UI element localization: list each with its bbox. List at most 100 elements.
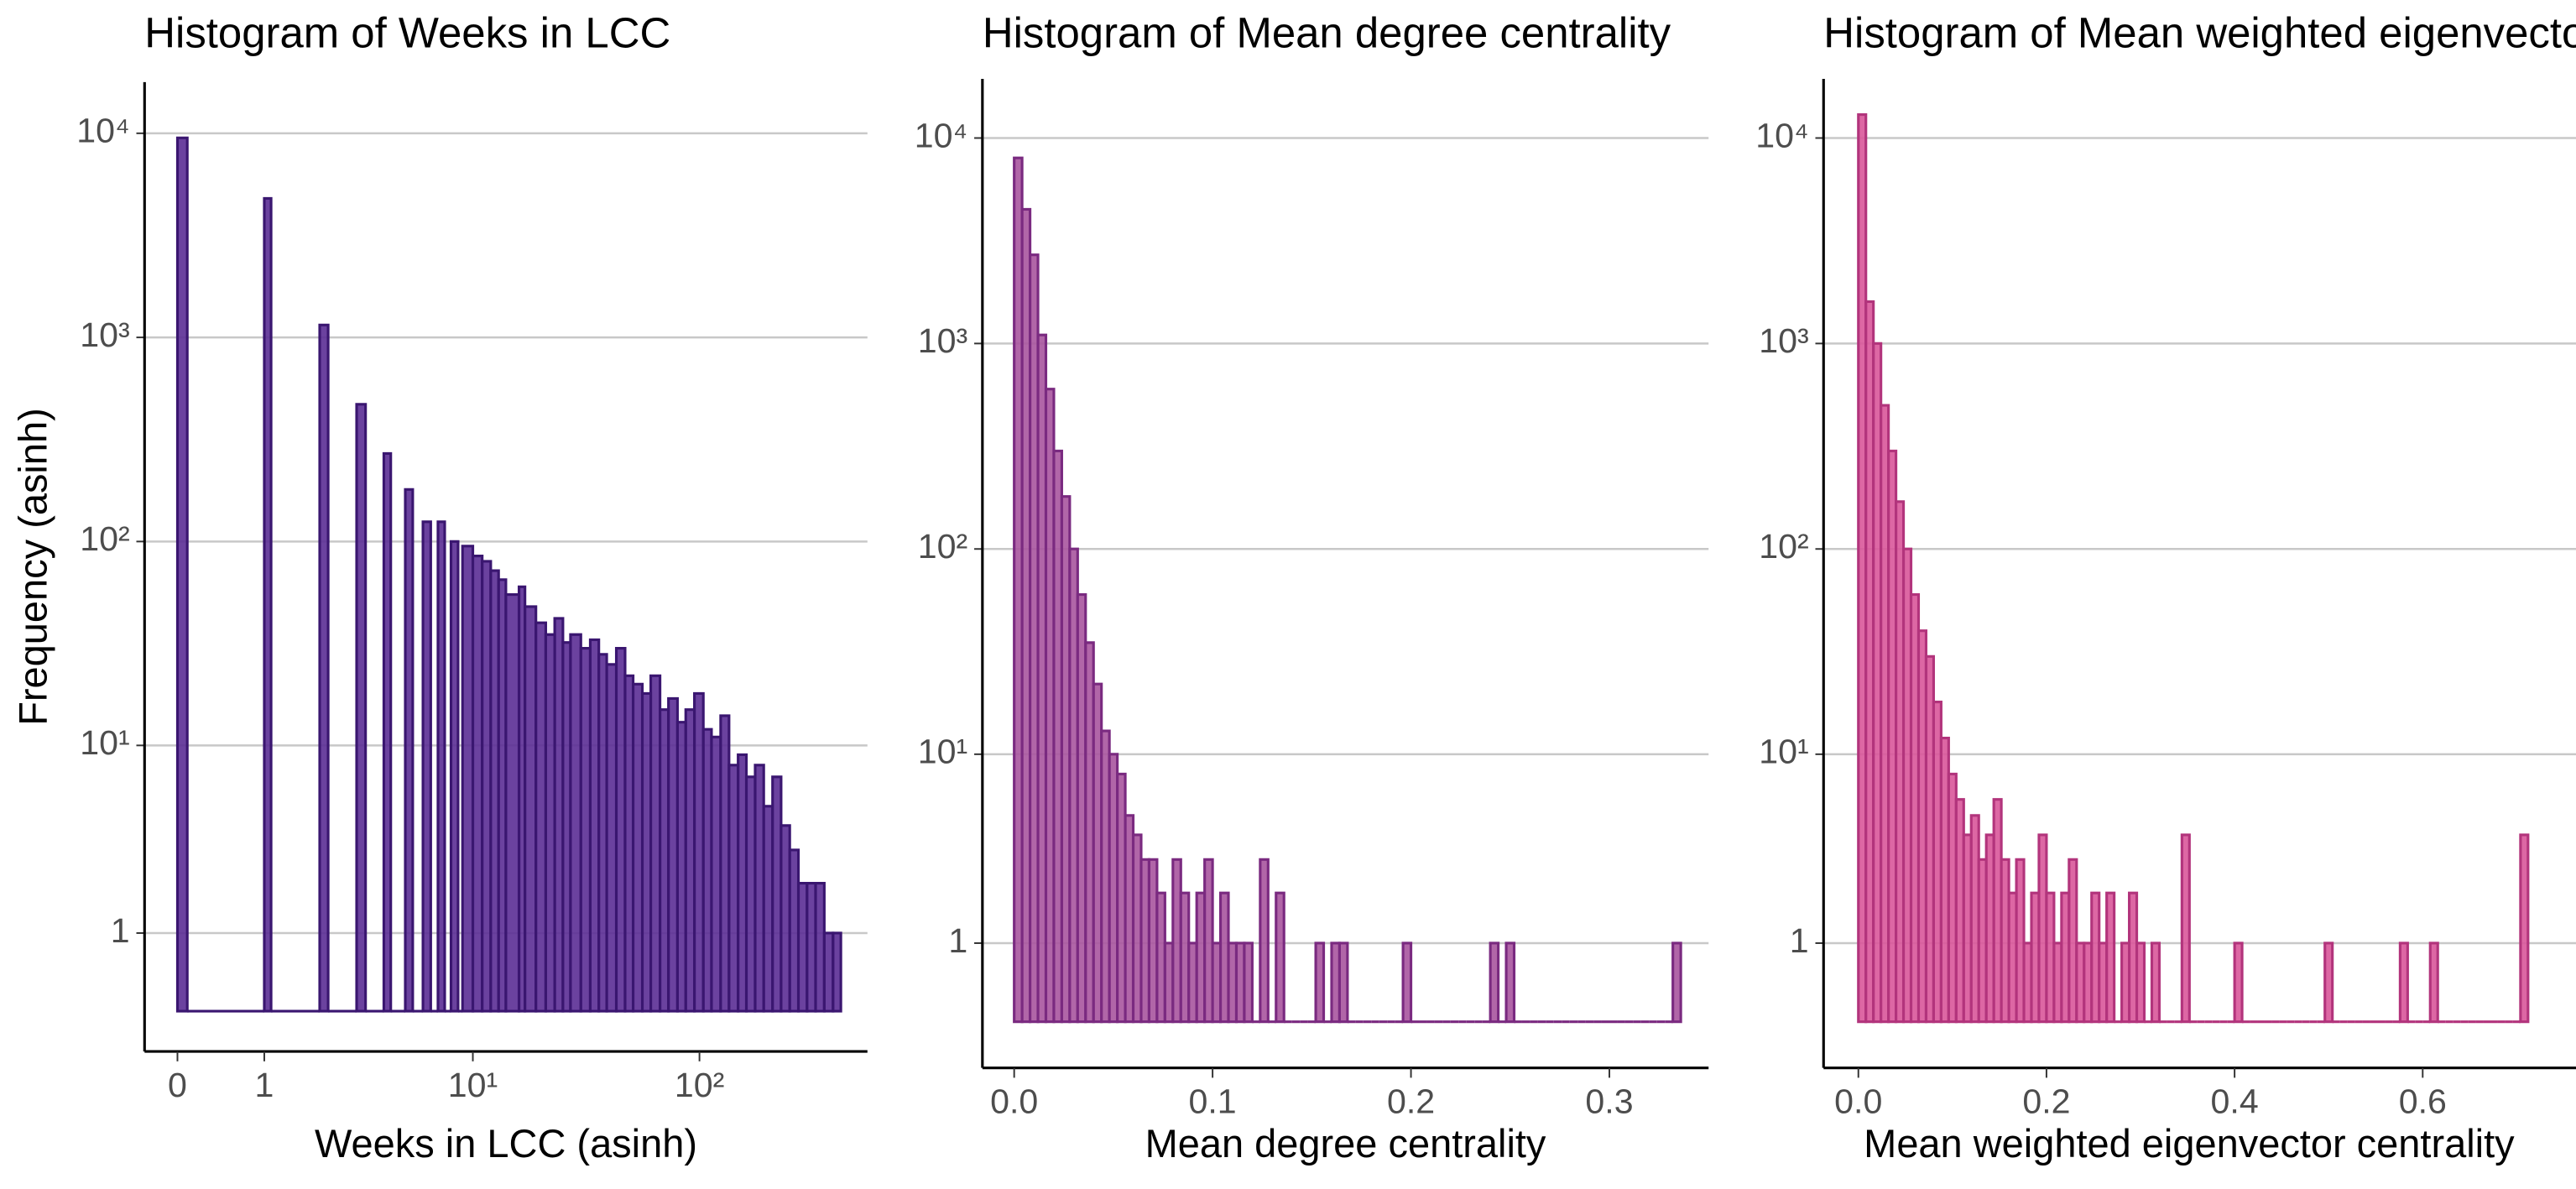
bar xyxy=(449,540,460,1013)
bar xyxy=(1872,342,1883,1024)
y-tick-label: 10³ xyxy=(918,321,967,360)
bar xyxy=(1044,388,1056,1024)
y-tick-label: 10⁴ xyxy=(915,116,967,154)
bar xyxy=(2000,858,2010,1024)
bar xyxy=(667,696,679,1013)
bar xyxy=(1068,547,1079,1024)
bar xyxy=(1314,941,1326,1024)
x-axis-title: Mean degree centrality xyxy=(1145,1121,1546,1166)
bar xyxy=(754,764,765,1013)
bar xyxy=(788,848,800,1013)
bar xyxy=(1100,729,1111,1024)
bar xyxy=(1671,941,1682,1024)
bar xyxy=(1029,253,1040,1024)
bar xyxy=(1338,941,1349,1024)
y-tick-label: 1 xyxy=(948,921,967,960)
bar xyxy=(2037,833,2048,1024)
x-tick-label: 10¹ xyxy=(448,1066,498,1104)
bar xyxy=(2398,941,2409,1024)
bar xyxy=(832,931,842,1013)
bar xyxy=(1155,891,1166,1024)
bar xyxy=(355,403,368,1013)
x-axis-title: Weeks in LCC (asinh) xyxy=(315,1121,697,1166)
bar xyxy=(489,569,500,1013)
bar xyxy=(2015,858,2026,1024)
bar xyxy=(1243,941,1254,1024)
bar xyxy=(1932,700,1942,1024)
x-tick-label: 0.2 xyxy=(1387,1082,1435,1121)
bar xyxy=(2180,833,2191,1024)
bar xyxy=(719,714,731,1013)
bar xyxy=(2150,941,2161,1024)
x-tick-label: 0.2 xyxy=(2022,1082,2070,1121)
x-tick-label: 0.0 xyxy=(990,1082,1038,1121)
bar xyxy=(1924,654,1935,1024)
chart-title: Histogram of Mean weighted eigenvector c… xyxy=(1823,9,2576,57)
bar xyxy=(1259,858,1270,1024)
bar xyxy=(780,824,791,1013)
bar xyxy=(1179,891,1191,1024)
bar xyxy=(544,633,556,1013)
y-tick-label: 1 xyxy=(1790,921,1809,960)
bar xyxy=(727,764,740,1013)
bar xyxy=(553,617,565,1013)
bar xyxy=(693,691,705,1013)
bar xyxy=(2090,891,2101,1024)
bar xyxy=(744,775,757,1013)
bar xyxy=(579,646,592,1013)
x-tick-label: 0 xyxy=(168,1066,187,1104)
bar xyxy=(1171,858,1182,1024)
bar xyxy=(649,674,662,1013)
bar xyxy=(1092,682,1103,1024)
x-tick-label: 0.3 xyxy=(1585,1082,1633,1121)
bar xyxy=(461,545,475,1013)
bar xyxy=(1052,449,1063,1024)
bar xyxy=(1939,736,1950,1024)
bar xyxy=(2428,941,2439,1024)
x-axis-title: Mean weighted eigenvector centrality xyxy=(1864,1121,2515,1166)
x-tick-label: 0.4 xyxy=(2211,1082,2259,1121)
bar xyxy=(1857,113,1868,1024)
bar xyxy=(1036,333,1048,1024)
bar xyxy=(421,520,432,1013)
x-tick-label: 0.0 xyxy=(1834,1082,1882,1121)
bar xyxy=(701,727,713,1013)
bar xyxy=(588,638,601,1013)
bar xyxy=(771,775,783,1013)
bar xyxy=(1401,941,1413,1024)
bar xyxy=(1203,858,1214,1024)
bar xyxy=(1124,814,1135,1024)
bar xyxy=(569,633,582,1013)
bar xyxy=(436,520,446,1013)
bar xyxy=(1147,858,1159,1024)
bar xyxy=(1947,772,1958,1024)
bar xyxy=(2045,891,2056,1024)
bar xyxy=(404,488,415,1013)
panel: 1 10¹ 10² 10³ 10⁴ 0 1 10¹ 10² Histogram of Weeks … xyxy=(10,9,868,1166)
x-tick-label: 0.1 xyxy=(1189,1082,1237,1121)
bar xyxy=(1084,641,1095,1024)
bar xyxy=(1916,629,1928,1024)
bar xyxy=(1076,592,1087,1024)
bar xyxy=(1131,833,1143,1024)
bar xyxy=(623,674,635,1013)
bar xyxy=(2068,858,2078,1024)
bar xyxy=(524,605,538,1013)
y-tick-label: 10⁴ xyxy=(1755,116,1808,154)
bar xyxy=(1116,772,1127,1024)
x-tick-label: 0.6 xyxy=(2399,1082,2447,1121)
y-tick-label: 1 xyxy=(111,911,130,950)
bar xyxy=(631,682,644,1013)
bar xyxy=(1020,207,1032,1024)
bar xyxy=(175,136,189,1013)
bar xyxy=(1880,404,1890,1024)
panel: 1 10¹ 10² 10³ 10⁴ 0.0 0.2 0.4 0.6 Histogram of Me… xyxy=(1755,9,2576,1166)
bar xyxy=(1864,300,1875,1024)
bar xyxy=(1901,547,1913,1024)
bar xyxy=(1108,753,1119,1024)
y-tick-label: 10¹ xyxy=(80,723,129,762)
bar xyxy=(382,451,393,1013)
y-tick-label: 10¹ xyxy=(918,733,967,771)
bar xyxy=(1489,941,1500,1024)
